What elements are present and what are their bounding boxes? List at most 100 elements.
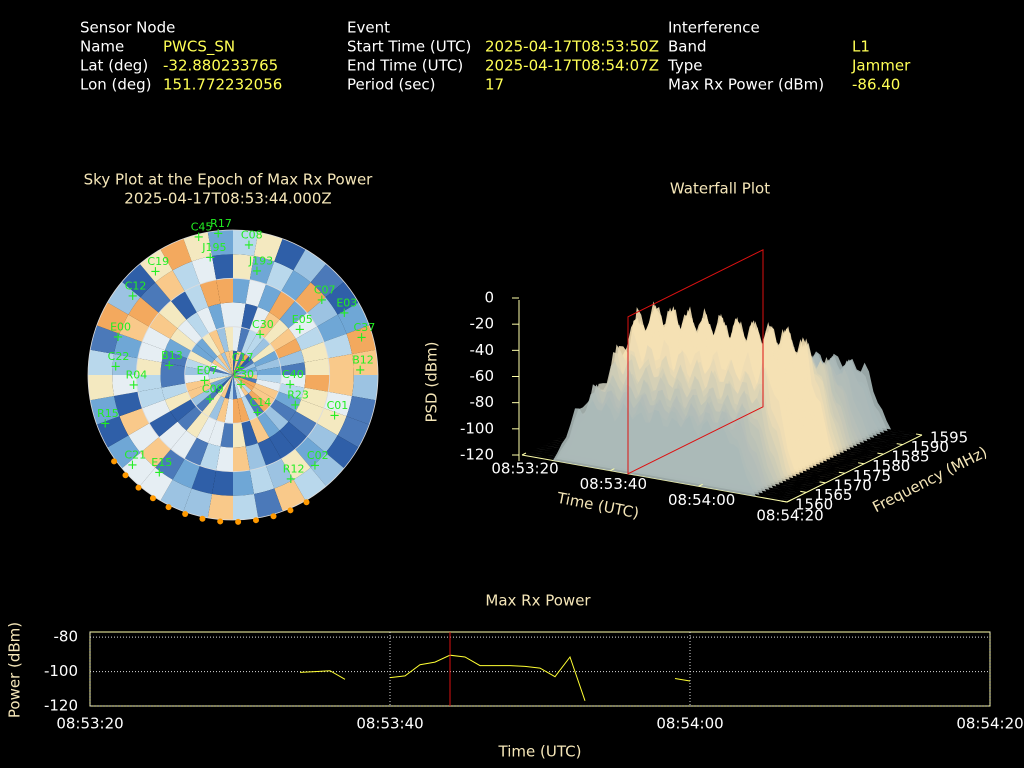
sky-cell — [274, 338, 302, 359]
satellite-label: R17 — [210, 217, 232, 230]
sky-cell — [184, 366, 210, 375]
sky-cell — [119, 314, 150, 342]
satellite-label: J195 — [201, 241, 226, 254]
sky-cell — [216, 327, 229, 353]
sky-cell — [170, 291, 197, 320]
sky-cell — [184, 284, 209, 313]
sky-cell — [256, 375, 282, 384]
sky-cell — [254, 232, 283, 262]
sky-cell — [208, 329, 225, 355]
y-tick — [877, 452, 884, 455]
sky-cell — [233, 375, 252, 394]
satellite-marker: + — [285, 472, 296, 487]
sky-cell — [337, 416, 370, 448]
sky-cell — [196, 338, 218, 360]
sky-cell — [214, 356, 233, 375]
sky-cell — [288, 411, 317, 438]
sky-cell — [87, 375, 114, 401]
sky-cell — [233, 375, 238, 400]
x-tick — [786, 499, 792, 503]
sky-cell — [210, 375, 233, 388]
satellite-label: R15 — [97, 407, 119, 420]
y-tick-label: -120 — [44, 697, 78, 715]
z-axis-label: PSD (dBm) — [423, 341, 441, 422]
satellite-label: E00 — [110, 321, 131, 334]
sky-cell — [191, 343, 215, 363]
sky-cell — [210, 362, 233, 375]
sky-cell — [220, 302, 233, 328]
sky-cell — [96, 416, 129, 448]
sky-cell — [233, 362, 256, 375]
rim-dot — [270, 513, 277, 520]
sky-cell — [279, 300, 308, 329]
sky-cell — [233, 375, 242, 399]
sky-cell — [274, 479, 306, 512]
satellite-marker: + — [251, 264, 262, 279]
satellite-label: C19 — [147, 255, 169, 268]
sky-cell — [183, 488, 212, 518]
sky-cell — [237, 327, 250, 353]
sky-cell — [158, 421, 187, 450]
sky-cell — [184, 375, 210, 384]
sky-cell — [257, 312, 280, 338]
sky-cell — [172, 458, 200, 489]
sky-cell — [233, 375, 254, 391]
sky-cell — [161, 383, 188, 400]
section-heading: Event — [347, 19, 390, 37]
sky-cell — [328, 375, 354, 396]
field-value: 2025-04-17T08:53:50Z — [485, 38, 659, 56]
sky-cell — [209, 366, 233, 375]
sky-cell — [352, 375, 378, 401]
sky-cell — [233, 351, 242, 375]
sky-cell — [264, 319, 289, 344]
sky-cell — [323, 391, 352, 417]
sky-cell — [224, 351, 233, 375]
satellite-label: B13 — [161, 349, 183, 362]
sky-cell — [212, 254, 233, 280]
rim-dot — [303, 499, 310, 506]
sky-cell — [201, 393, 221, 417]
sky-cell — [241, 420, 258, 447]
sky-cell — [208, 395, 225, 421]
satellite-label: C09 — [202, 383, 224, 396]
sky-cell — [279, 421, 308, 450]
sky-cell — [199, 279, 221, 307]
satellite-label: C21 — [124, 449, 146, 462]
satellite-label: E30 — [233, 368, 254, 381]
sky-cell — [256, 366, 282, 375]
sky-cell — [307, 297, 338, 327]
sky-cell — [160, 479, 192, 512]
sky-cell — [233, 230, 259, 256]
sky-cell — [196, 390, 218, 412]
satellite-marker: + — [290, 398, 301, 413]
sky-cell — [207, 230, 233, 256]
satellite-marker: + — [128, 378, 139, 393]
sky-cell — [177, 406, 202, 431]
field-value: Jammer — [851, 57, 911, 75]
x-tick-label: 08:54:00 — [668, 491, 735, 509]
sky-cell — [257, 412, 280, 438]
field-label: Name — [80, 38, 124, 56]
satellite-marker: + — [285, 378, 296, 393]
satellite-marker: + — [236, 378, 247, 393]
sky-cell — [248, 390, 270, 412]
satellite-label: C08 — [241, 228, 263, 241]
sky-cell — [241, 303, 258, 330]
sky-cell — [155, 449, 185, 480]
field-value: -86.40 — [852, 76, 900, 94]
satellite-label: E15 — [151, 456, 172, 469]
sky-cell — [128, 423, 159, 453]
sky-cell — [295, 437, 326, 468]
rim-dot — [135, 484, 142, 491]
satellite-marker: + — [205, 250, 216, 265]
sky-cell — [280, 375, 306, 388]
z-tick-label: -100 — [460, 419, 494, 437]
sky-cell — [114, 391, 143, 417]
sky-cell — [274, 391, 302, 412]
sky-cell — [257, 284, 282, 313]
sky-cell — [255, 358, 281, 371]
sky-cell — [233, 375, 246, 398]
sky-cell — [224, 326, 233, 352]
sky-cell — [160, 238, 192, 271]
